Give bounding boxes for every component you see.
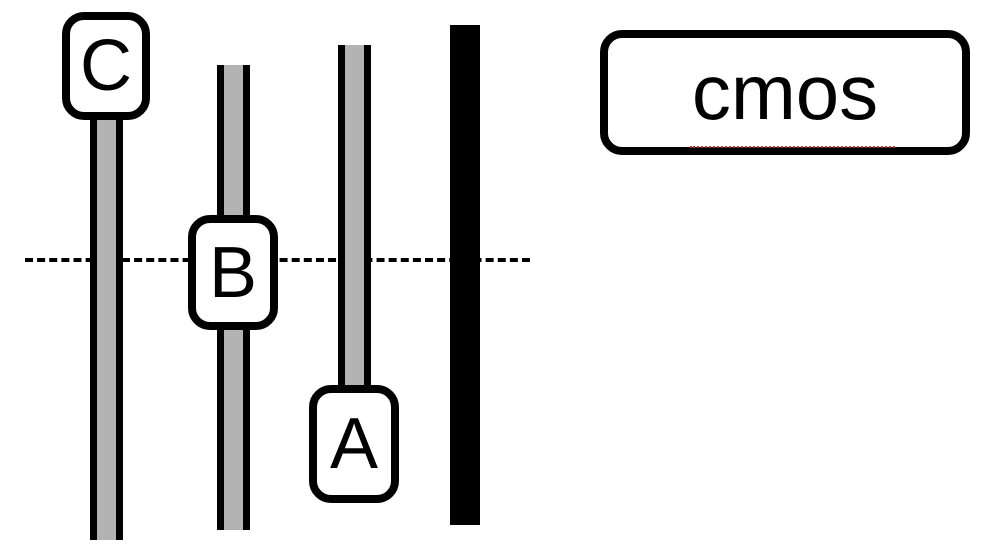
slider-knob-b-label: B	[209, 237, 257, 309]
slider-knob-b[interactable]: B	[188, 215, 278, 330]
slider-knob-c-label: C	[80, 30, 132, 102]
solid-bar	[450, 25, 480, 525]
diagram-canvas: C B A cmos	[0, 0, 1000, 560]
cmos-label-box: cmos	[600, 30, 970, 155]
slider-track-c	[90, 95, 123, 540]
cmos-underline	[690, 146, 895, 148]
cmos-label-text: cmos	[692, 47, 878, 138]
slider-knob-a-label: A	[330, 408, 378, 480]
slider-knob-c[interactable]: C	[62, 12, 150, 120]
slider-knob-a[interactable]: A	[309, 385, 399, 503]
